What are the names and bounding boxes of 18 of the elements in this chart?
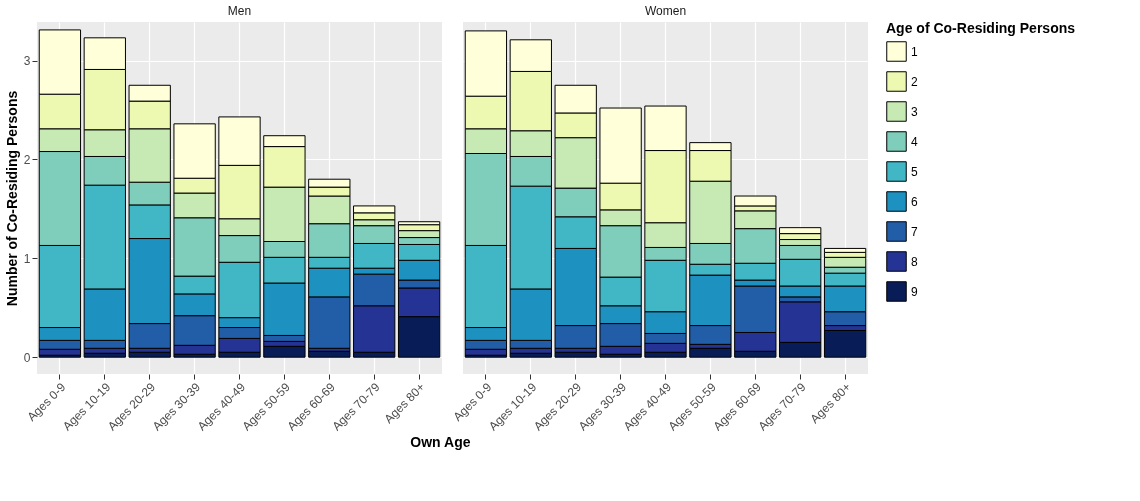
legend-label: 5	[911, 164, 918, 179]
y-tick-label: 1	[23, 251, 31, 266]
chart-title: Women	[644, 4, 687, 18]
chart-title: Men	[227, 4, 252, 18]
y-axis-title: Number of Co-Residing Persons	[3, 90, 20, 307]
y-tick-label: 3	[23, 54, 31, 69]
legend-label: 4	[911, 134, 918, 149]
legend-label: 7	[911, 224, 918, 239]
legend-label: 3	[911, 104, 918, 119]
legend-label: 8	[911, 254, 918, 269]
x-axis-title: Own Age	[410, 434, 471, 451]
legend-title: Age of Co-Residing Persons	[886, 20, 1076, 36]
legend-label: 6	[911, 194, 918, 209]
legend-label: 9	[911, 284, 918, 299]
y-tick-label: 0	[23, 350, 31, 365]
legend-label: 2	[911, 74, 918, 89]
y-tick-label: 2	[23, 152, 31, 167]
legend-label: 1	[911, 44, 918, 59]
